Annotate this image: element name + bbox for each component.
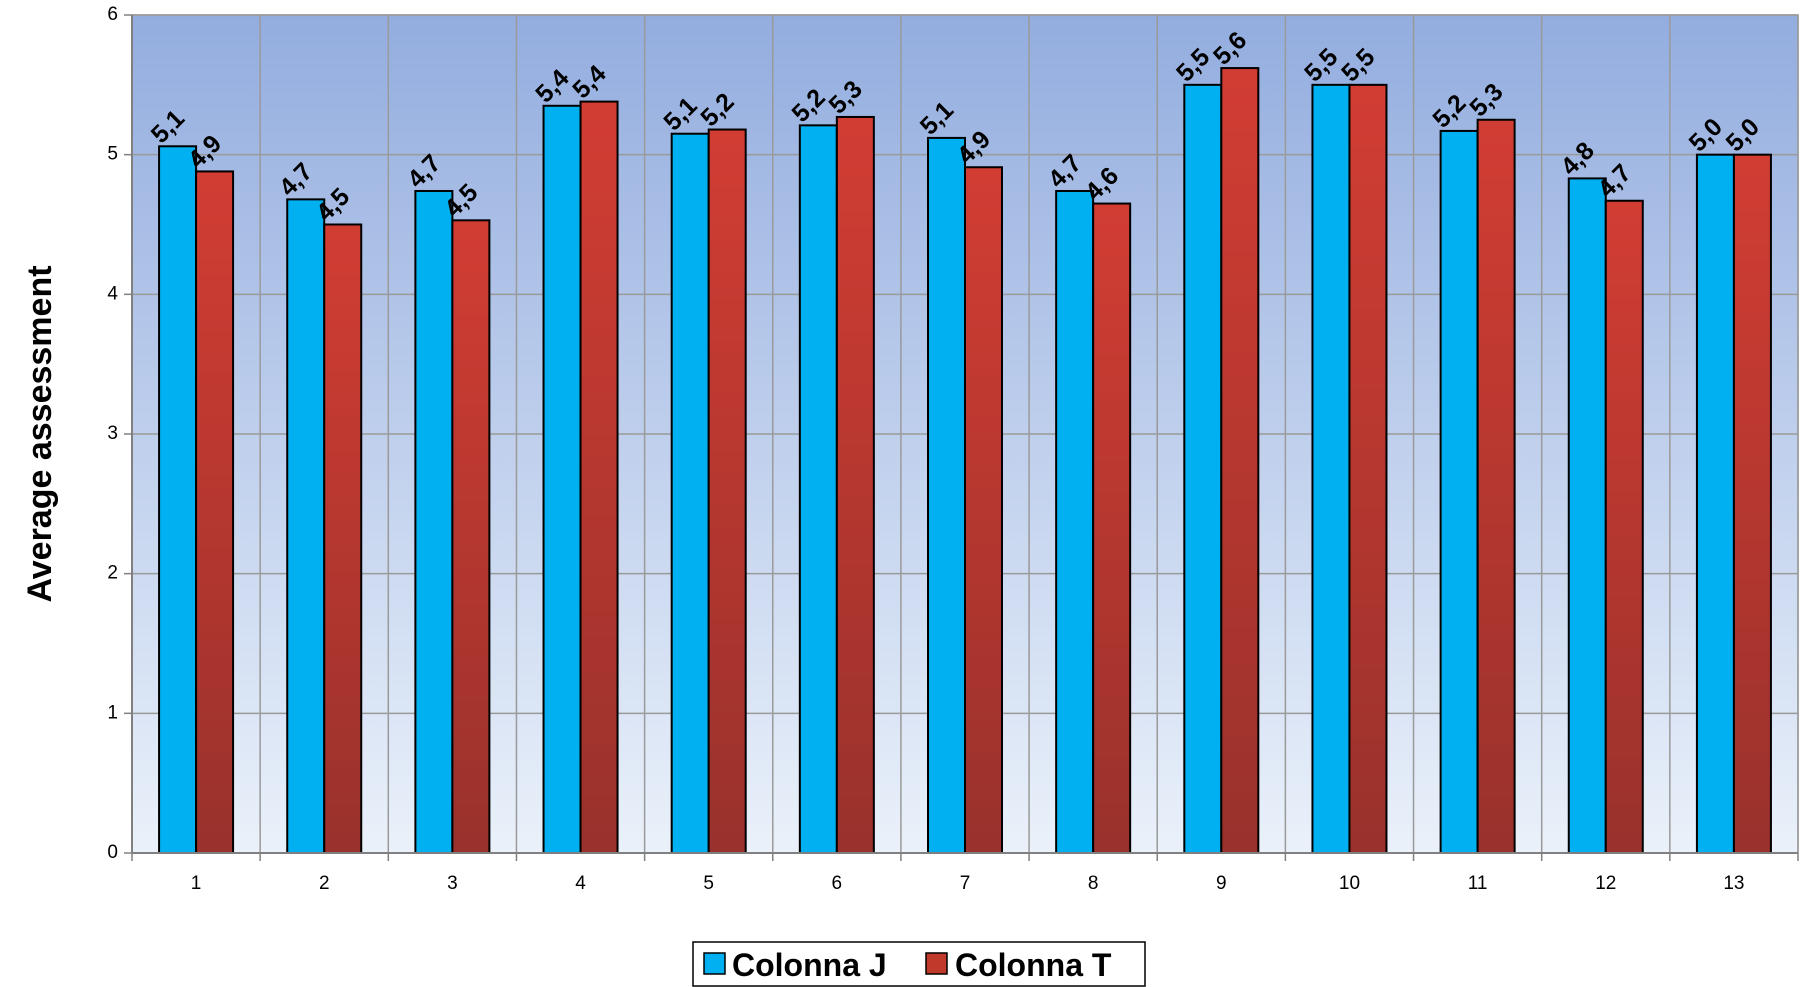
bar-colonna-t [1348,83,1388,855]
x-tick-label: 12 [1595,873,1616,894]
bar-colonna-t [451,219,491,854]
bar-colonna-j [158,145,198,854]
x-tick-label: 13 [1723,873,1744,894]
x-tick-label: 7 [960,873,971,894]
bar-colonna-t [835,115,875,854]
x-tick-label: 8 [1088,873,1099,894]
x-tick-label: 10 [1339,873,1360,894]
bar-colonna-j [1695,153,1735,854]
x-tick-label: 2 [319,873,330,894]
bar-colonna-j [1439,129,1479,854]
bar-colonna-j [542,104,582,855]
bar-colonna-t [964,166,1003,854]
legend-label-colonna-j: Colonna J [732,947,887,983]
y-tick-label: 5 [107,144,118,165]
legend: Colonna J Colonna T [692,941,1146,987]
x-tick-label: 4 [575,873,586,894]
bar-colonna-t [323,223,363,854]
bar-colonna-t [707,128,747,854]
y-tick-label: 3 [107,423,118,444]
legend-swatch-colonna-j [703,952,726,975]
bar-colonna-t [1476,118,1516,854]
y-tick-label: 0 [107,842,118,863]
bar-colonna-j [1311,83,1351,855]
bar-colonna-t [1604,199,1644,855]
legend-swatch-colonna-t [925,952,948,975]
axes [124,14,1799,861]
bar-colonna-t [1732,153,1772,854]
x-tick-label: 6 [832,873,843,894]
bars-layer [158,67,1772,855]
bar-colonna-j [414,189,454,855]
y-tick-label: 6 [107,4,118,25]
legend-label-colonna-t: Colonna T [955,947,1112,983]
bar-colonna-t [579,100,619,855]
x-tick-label: 11 [1468,873,1488,894]
x-tick-label: 9 [1216,873,1227,894]
bar-colonna-t [195,170,235,854]
bar-colonna-j [927,136,966,854]
x-tick-label: 1 [191,873,202,894]
bar-colonna-t [1092,202,1132,855]
y-tick-label: 2 [107,563,118,584]
x-tick-label: 5 [703,873,714,894]
y-tick-label: 4 [107,283,118,304]
bar-colonna-j [798,124,838,854]
y-tick-label: 1 [107,702,118,723]
bar-colonna-j [286,198,326,855]
bar-colonna-j [1183,83,1223,855]
legend-box [692,941,1146,987]
bar-colonna-j [670,132,710,854]
bar-colonna-j [1567,177,1607,855]
bar-colonna-j [1055,189,1095,855]
x-tick-label: 3 [447,873,458,894]
y-axis-title: Average assessment [21,265,59,602]
bar-colonna-t [1220,67,1260,855]
